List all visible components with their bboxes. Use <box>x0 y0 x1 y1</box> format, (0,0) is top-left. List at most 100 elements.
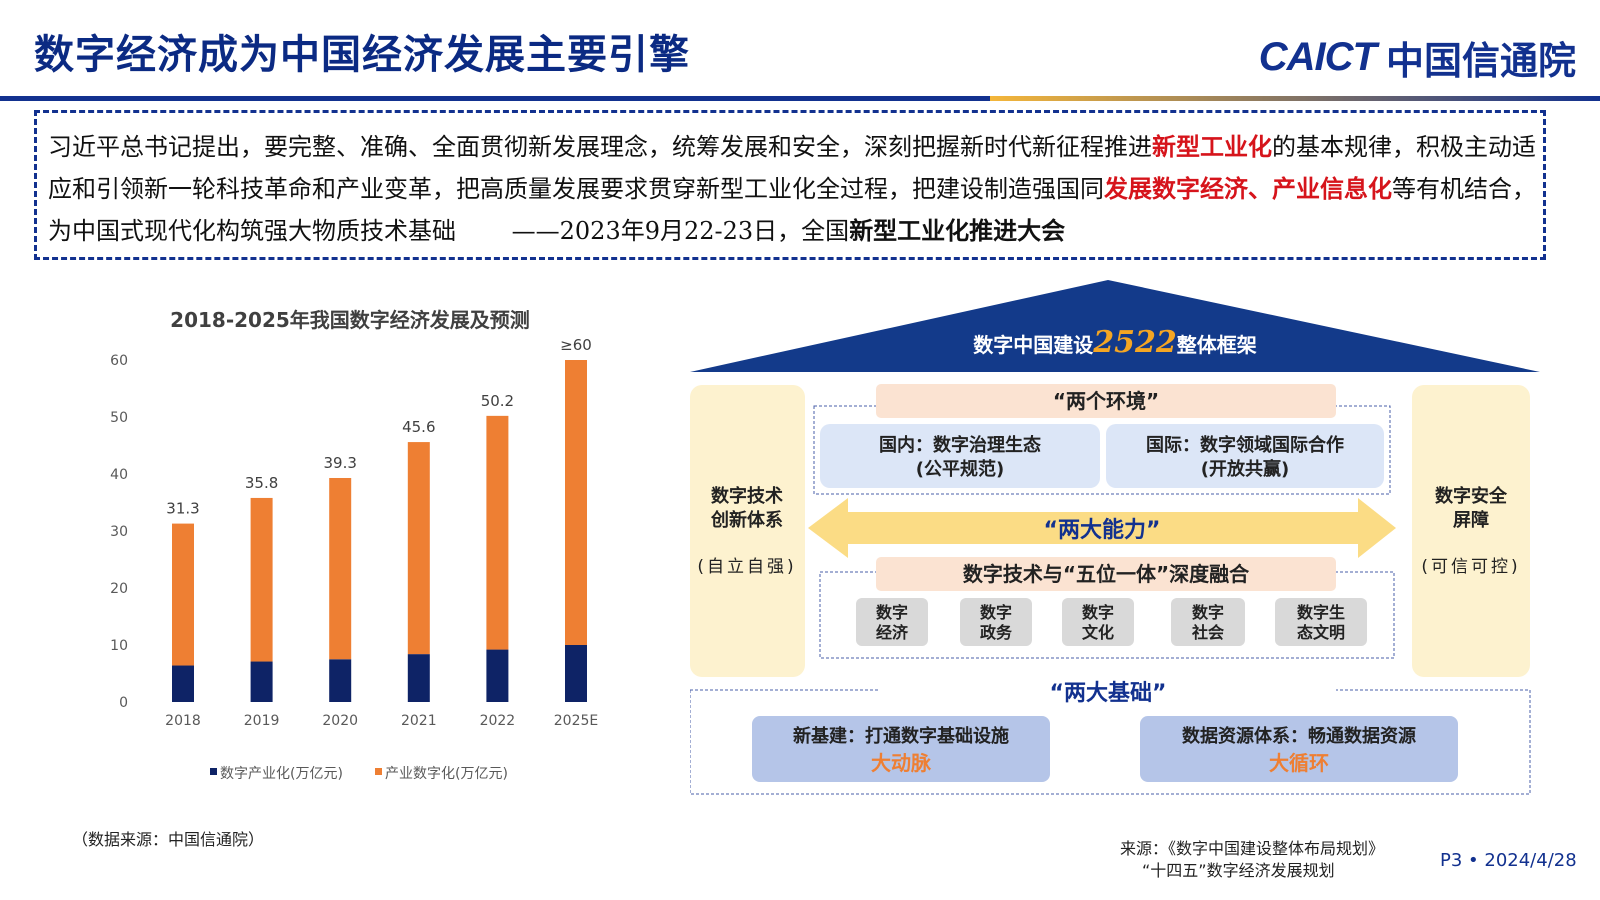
fusion-item-label: 数字生 <box>1297 603 1345 622</box>
framework-title: 数字中国建设2522整体框架 <box>973 325 1257 360</box>
quote-attribution: ——2023年9月22-23日，全国 <box>511 217 850 245</box>
bar-total-label: ≥60 <box>560 336 592 354</box>
capability-title: “两大能力” <box>1044 517 1161 543</box>
y-tick-label: 50 <box>110 410 128 426</box>
framework-title-number: 2522 <box>1092 325 1177 360</box>
page-title: 数字经济成为中国经济发展主要引擎 <box>34 32 690 78</box>
left-pillar-line-2: 创新体系 <box>710 509 783 531</box>
x-tick-label: 2025E <box>554 713 598 729</box>
logo-cn: 中国信通院 <box>1385 39 1576 83</box>
y-tick-label: 10 <box>110 638 128 654</box>
fusion-item-box <box>960 598 1032 646</box>
foundation-right-box <box>1140 716 1458 782</box>
bar-total-label: 31.3 <box>166 500 199 518</box>
chart-bars: 31.3 35.8 39.3 45.6 50.2 ≥60 <box>166 336 592 702</box>
foundation-title: “两大基础” <box>1050 681 1167 706</box>
framework-title-suffix: 整体框架 <box>1176 333 1257 357</box>
legend-swatch <box>210 768 217 775</box>
bar-industrial-digitalization <box>407 442 430 655</box>
env-international-box <box>1106 424 1384 488</box>
source-note-line-2: “十四五”数字经济发展规划 <box>1142 861 1335 880</box>
quote-box <box>34 110 1546 260</box>
x-tick-label: 2021 <box>401 713 437 729</box>
bar-total-label: 35.8 <box>245 474 278 492</box>
y-tick-label: 30 <box>110 524 128 540</box>
left-pillar <box>690 385 805 677</box>
header-rule-blue <box>0 96 990 101</box>
y-tick-label: 40 <box>110 467 128 483</box>
y-tick-label: 20 <box>110 581 128 597</box>
data-source-note: （数据来源：中国信通院） <box>72 830 265 849</box>
quote-highlight-2: 发展数字经济、产业信息化 <box>1104 175 1392 203</box>
env-domestic-line-2: (公平规范) <box>916 458 1004 480</box>
fusion-item-box <box>1275 598 1367 646</box>
env-international-line-2: (开放共赢) <box>1201 458 1289 480</box>
env-title: “两个环境” <box>1053 389 1159 413</box>
right-pillar <box>1412 385 1530 677</box>
capability-arrow <box>808 498 1396 558</box>
bar-digital-industrialization <box>172 665 194 702</box>
fusion-item-label: 文化 <box>1082 623 1114 642</box>
framework-title-prefix: 数字中国建设 <box>973 333 1093 357</box>
quote-part-1: 习近平总书记提出，要完整、准确、全面贯彻新发展理念，统筹发展和安全，深刻把握新时… <box>48 133 1152 161</box>
header-rule-gradient <box>990 96 1600 101</box>
right-pillar-line-1: 数字安全 <box>1435 485 1508 507</box>
env-domestic-box <box>820 424 1100 488</box>
fusion-item-label: 数字 <box>1082 603 1114 622</box>
bar-total-label: 50.2 <box>481 392 514 410</box>
legend-label: 数字产业化(万亿元) <box>220 766 343 782</box>
bar-digital-industrialization <box>329 659 352 702</box>
caict-logo: CAICT 中国信通院 <box>1259 30 1576 85</box>
foundation-left-box <box>752 716 1050 782</box>
fusion-title: 数字技术与“五位一体”深度融合 <box>963 562 1250 586</box>
left-pillar-sub: (自立自强) <box>697 557 796 577</box>
foundation-left-line-1: 新基建：打通数字基础设施 <box>793 725 1009 747</box>
bar-total-label: 39.3 <box>323 454 356 472</box>
fusion-item-label: 政务 <box>980 623 1013 642</box>
fusion-item-label: 数字 <box>876 603 908 622</box>
fusion-item-label: 态文明 <box>1297 623 1345 642</box>
fusion-item-label: 数字 <box>1192 603 1224 622</box>
fusion-item-box <box>1062 598 1134 646</box>
bar-total-label: 45.6 <box>402 418 435 436</box>
x-tick-label: 2018 <box>165 713 201 729</box>
env-title-bar <box>876 384 1336 418</box>
y-tick-label: 60 <box>110 353 128 369</box>
legend-swatch <box>375 768 382 775</box>
bar-digital-industrialization <box>407 654 430 702</box>
fusion-item-label: 经济 <box>876 623 909 642</box>
y-tick-label: 0 <box>119 695 128 711</box>
logo-en: CAICT <box>1258 35 1377 79</box>
env-international-line-1: 国际：数字领域国际合作 <box>1146 434 1344 456</box>
fusion-item-label: 数字 <box>980 603 1012 622</box>
source-note: 来源：《数字中国建设整体布局规划》 “十四五”数字经济发展规划 <box>1120 838 1384 882</box>
env-domestic-line-1: 国内：数字治理生态 <box>879 434 1041 456</box>
x-tick-label: 2022 <box>480 713 516 729</box>
legend-label: 产业数字化(万亿元) <box>385 766 508 782</box>
x-tick-label: 2019 <box>244 713 280 729</box>
bar-industrial-digitalization <box>172 523 194 666</box>
framework-roof <box>690 280 1540 372</box>
foundation-right-line-1: 数据资源体系：畅通数据资源 <box>1182 725 1416 747</box>
quote-part-2: 的基本规律，积极主动适应和引领新一轮科技革命和产业变革，把高质量发展要求贯穿新型… <box>48 133 1536 203</box>
quote-text: 习近平总书记提出，要完整、准确、全面贯彻新发展理念，统筹发展和安全，深刻把握新时… <box>48 126 1536 252</box>
foundation-right-line-2: 大循环 <box>1269 751 1329 775</box>
foundation-title-bar <box>880 676 1336 710</box>
bar-digital-industrialization <box>250 661 273 702</box>
source-note-line-1: 来源：《数字中国建设整体布局规划》 <box>1120 839 1385 858</box>
foundation-left-line-2: 大动脉 <box>871 751 932 775</box>
bar-industrial-digitalization <box>486 415 509 650</box>
left-pillar-line-1: 数字技术 <box>711 485 783 507</box>
right-pillar-line-2: 屏障 <box>1453 509 1489 531</box>
bar-industrial-digitalization <box>565 360 587 645</box>
chart-legend: 数字产业化(万亿元) 产业数字化(万亿元) <box>210 766 508 782</box>
fusion-item-box <box>856 598 928 646</box>
bar-industrial-digitalization <box>329 477 352 660</box>
quote-part-3: 等有机结合，为中国式现代化构筑强大物质技术基础 <box>48 175 1536 245</box>
chart-axes: 0 10 20 30 40 50 60 2018 2019 2020 2021 2022 2025E <box>110 353 598 729</box>
page-number: P3 • 2024/4/28 <box>1440 850 1577 871</box>
quote-highlight-1: 新型工业化 <box>1152 133 1272 161</box>
fusion-title-bar <box>876 557 1336 591</box>
quote-attribution-bold: 新型工业化推进大会 <box>849 217 1066 245</box>
